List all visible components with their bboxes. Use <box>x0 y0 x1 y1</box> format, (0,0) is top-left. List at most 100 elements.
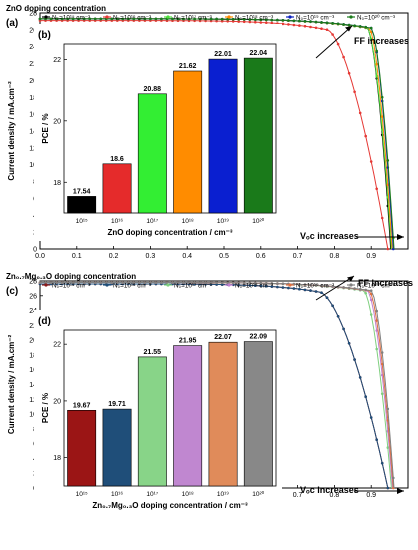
panel-b-bar-value-label: 18.6 <box>110 156 124 163</box>
panel-b-ylabel: PCE / % <box>41 113 50 143</box>
panel-a-series-marker <box>331 33 334 36</box>
panel-b-xlabel: ZnO doping concentration / cm⁻³ <box>107 228 232 237</box>
panel-c-legend-label: N₀=10¹⁵ cm⁻³ <box>52 283 90 290</box>
panel-a-xtick-label: 0.1 <box>72 253 82 260</box>
panel-a-legend-label: N₀=10²⁰ cm⁻³ <box>357 15 395 22</box>
panel-a-ff-arrow <box>316 26 352 58</box>
panel-c-ytick-label: 28 <box>29 279 37 286</box>
panel-d-bar <box>174 346 202 486</box>
panel-c-series-marker <box>348 342 351 345</box>
panel-c-ytick-label: 26 <box>29 293 37 300</box>
panel-b-bar <box>174 71 202 213</box>
panel-a-series-marker <box>39 18 42 21</box>
panel-c-legend-marker <box>105 283 108 286</box>
panel-c-series-marker <box>342 328 345 331</box>
panel-c-series-marker <box>387 487 390 490</box>
panel-a-series-marker <box>337 43 340 46</box>
panel-d-bar-value-label: 22.09 <box>250 334 268 341</box>
panel-a-series-marker <box>215 18 218 21</box>
panel-b-bar <box>103 164 131 213</box>
panel-a-series-marker <box>381 96 384 99</box>
panel-c-series-marker <box>364 292 367 295</box>
panel-c-series-marker <box>375 310 378 313</box>
panel-a-legend-marker <box>44 15 47 18</box>
panel-c-series-marker <box>320 291 323 294</box>
panel-b-bar <box>138 94 166 213</box>
panel-c-series-marker <box>364 395 367 398</box>
panel-a-xtick-label: 0.0 <box>35 253 45 260</box>
panel-a-xtick-label: 0.8 <box>330 253 340 260</box>
panel-d-bar-value-label: 21.55 <box>144 349 162 356</box>
panel-b-bar <box>68 196 96 213</box>
panel-c-voc-arrowhead <box>397 488 404 494</box>
panel-a-legend-marker <box>288 15 291 18</box>
panel-b-inset: 17.5410¹⁵18.610¹⁶20.8810¹⁷21.6210¹⁸22.01… <box>34 24 282 241</box>
panel-a-series-marker <box>287 23 290 26</box>
panel-a-legend-marker <box>227 15 230 18</box>
panel-c-series-marker <box>375 348 378 351</box>
panel-a-xtick-label: 0.6 <box>256 253 266 260</box>
panel-c-series-marker <box>282 286 285 289</box>
panel-a-ytick-label: 28 <box>29 11 37 18</box>
panel-a-series-marker <box>387 159 390 162</box>
panel-c-series-marker <box>326 296 329 299</box>
panel-c-series-marker <box>381 393 384 396</box>
panel-d-xtick-label: 10¹⁸ <box>182 491 194 498</box>
panel-d-bar <box>244 342 272 486</box>
panel-a-series-marker <box>348 72 351 75</box>
panel-d-ytick-label: 22 <box>53 342 61 349</box>
panel-c-series-marker <box>44 281 47 284</box>
panel-b-xtick-label: 10²⁰ <box>252 217 264 225</box>
panel-c-series-marker <box>331 305 334 308</box>
panel-a-xtick-label: 0.2 <box>109 253 119 260</box>
panel-a-series-marker <box>381 217 384 220</box>
panel-a-series-marker <box>309 26 312 29</box>
panel-a-series-marker <box>359 25 362 28</box>
panel-a-xtick-label: 0.4 <box>182 253 192 260</box>
panel-c-series-marker <box>293 287 296 290</box>
panel-a-series-marker <box>260 21 263 24</box>
panel-c-series-marker <box>387 408 390 411</box>
panel-c-series-marker <box>375 438 378 441</box>
panel-a-series-marker <box>364 135 367 138</box>
panel-a-series-marker <box>337 23 340 26</box>
panel-a-series-marker <box>375 188 378 191</box>
panel-c-series-marker <box>392 477 395 480</box>
panel-d-xtick-label: 10¹⁷ <box>146 491 158 498</box>
panel-b-xtick-label: 10¹⁶ <box>111 218 123 225</box>
panel-c-series-marker <box>287 287 290 290</box>
panel-a-series-marker <box>265 22 268 25</box>
panel-a-series-marker <box>348 24 351 27</box>
panel-a-legend-label: N₀=10¹⁸ cm⁻³ <box>235 15 273 22</box>
panel-a-series-marker <box>326 28 329 31</box>
panel-d-ytick-label: 18 <box>53 455 61 462</box>
panel-a-xtick-label: 0.7 <box>293 253 303 260</box>
panel-c-series-marker <box>381 462 384 465</box>
panel-a-series-marker <box>276 19 279 22</box>
panel-a-series-marker <box>304 25 307 28</box>
panel-c-legend-label: N₀=10¹⁹ cm⁻³ <box>296 283 334 290</box>
panel-a-series-marker <box>293 20 296 23</box>
panel-d-bar <box>68 410 96 486</box>
panel-a-xtick-label: 0.9 <box>366 253 376 260</box>
panel-a-ytick-label: 0 <box>33 247 37 254</box>
panel-b-xtick-label: 10¹⁵ <box>76 218 88 225</box>
panel-b-xtick-label: 10¹⁸ <box>182 218 194 225</box>
panel-a-series-marker <box>160 18 163 21</box>
panel-a-series-marker <box>94 18 97 21</box>
panel-a-legend-label: N₀=10¹⁹ cm⁻³ <box>296 15 334 22</box>
panel-a-legend-marker <box>105 15 108 18</box>
panel-c-series-marker <box>381 351 384 354</box>
panel-a-ff-annotation: FF increases <box>354 36 409 46</box>
panel-c-legend-marker <box>227 283 230 286</box>
panel-c-series-marker <box>282 283 285 286</box>
panel-a-series-marker <box>315 27 318 30</box>
panel-c-series-marker <box>342 286 345 289</box>
panel-b-label: (b) <box>38 30 51 41</box>
panel-c-series-marker <box>276 286 279 289</box>
panel-a-ylabel: Current density / mA.cm⁻² <box>7 81 16 181</box>
panel-c-series-marker <box>99 281 102 284</box>
panel-b-bar <box>244 58 272 213</box>
panel-d-bar <box>138 357 166 486</box>
